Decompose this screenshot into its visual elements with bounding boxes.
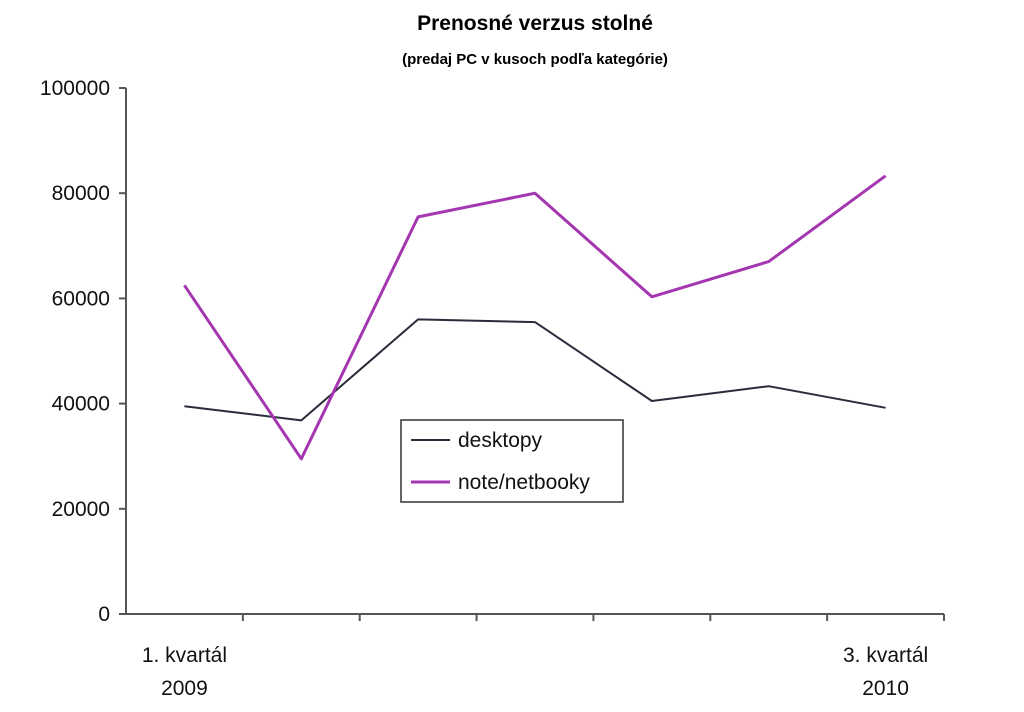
x-tick-label: 2010 xyxy=(862,677,909,700)
axes xyxy=(120,88,944,615)
y-tick-label: 60000 xyxy=(52,287,110,310)
y-tick-label: 20000 xyxy=(52,498,110,521)
y-tick-label: 80000 xyxy=(52,182,110,205)
y-tick-label: 0 xyxy=(98,603,110,626)
x-tick-label: 2009 xyxy=(161,677,208,700)
legend-label-note-netbooky: note/netbooky xyxy=(458,471,590,494)
x-ticks: 1. kvartál 2009 3. kvartál 2010 xyxy=(142,614,945,700)
chart-title: Prenosné verzus stolné xyxy=(417,12,653,35)
series-layer xyxy=(183,174,887,461)
legend-label-desktopy: desktopy xyxy=(458,429,543,452)
y-tick-label: 40000 xyxy=(52,393,110,416)
series-line-note-netbooky xyxy=(183,174,887,461)
y-ticks: 0 20000 40000 60000 80000 100000 xyxy=(40,77,126,626)
legend: desktopy note/netbooky xyxy=(400,419,624,503)
y-tick-label: 100000 xyxy=(40,77,110,100)
series-line-desktopy xyxy=(184,318,886,422)
x-tick-label: 1. kvartál xyxy=(142,644,227,667)
legend-box xyxy=(400,419,624,503)
x-tick-label: 3. kvartál xyxy=(843,644,928,667)
chart-subtitle: (predaj PC v kusoch podľa kategórie) xyxy=(402,51,668,68)
